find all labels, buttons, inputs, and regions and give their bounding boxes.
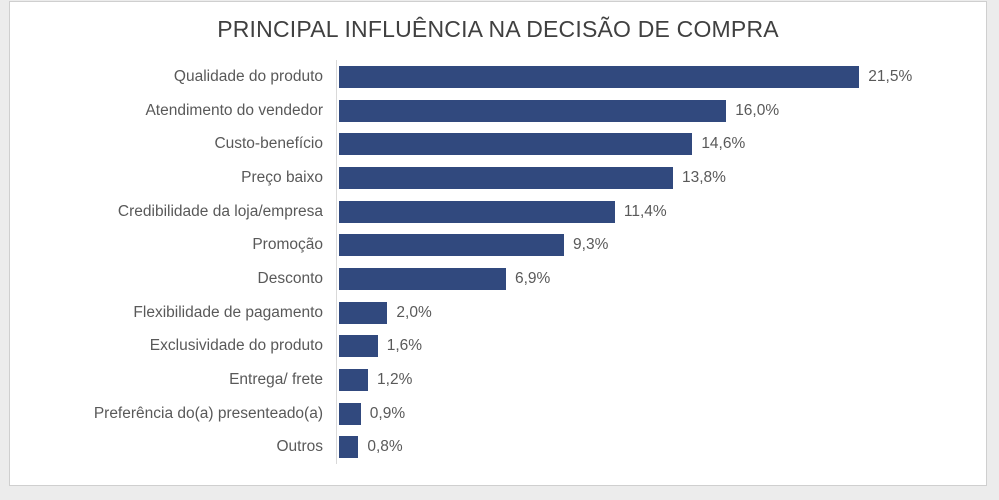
plot-area: 6,9% <box>336 262 976 296</box>
value-label: 13,8% <box>681 168 726 186</box>
value-label: 16,0% <box>735 101 780 119</box>
category-label: Desconto <box>257 269 323 287</box>
chart-panel: PRINCIPAL INFLUÊNCIA NA DECISÃO DE COMPR… <box>9 1 987 486</box>
category-label: Preferência do(a) presenteado(a) <box>93 404 323 422</box>
value-label: 14,6% <box>701 135 746 153</box>
bar <box>339 335 378 358</box>
plot-area: 9,3% <box>336 228 976 263</box>
value-label: 1,6% <box>386 337 423 355</box>
bar-row: Desconto 6,9% <box>10 262 976 296</box>
value-label: 11,4% <box>623 202 667 220</box>
category-label: Credibilidade da loja/empresa <box>117 202 323 220</box>
plot-area: 0,8% <box>336 430 976 465</box>
category-label: Entrega/ frete <box>229 371 323 389</box>
bar-row: Exclusividade do produto 1,6% <box>10 329 976 364</box>
bar-row: Qualidade do produto 21,5% <box>10 60 976 94</box>
value-label: 9,3% <box>573 236 609 254</box>
value-label: 1,2% <box>377 371 413 389</box>
plot-area: 1,2% <box>336 363 976 397</box>
bar-row: Flexibilidade de pagamento 2,0% <box>10 295 976 330</box>
bar-row: Entrega/ frete 1,2% <box>10 363 976 397</box>
bar <box>339 301 388 324</box>
plot-area: 0,9% <box>336 396 976 431</box>
value-label: 0,9% <box>369 404 406 422</box>
bar <box>339 166 673 189</box>
bar <box>339 65 860 88</box>
plot-area: 1,6% <box>336 329 976 364</box>
bar <box>339 99 727 122</box>
value-label: 21,5% <box>868 67 913 85</box>
category-label: Promoção <box>252 236 323 254</box>
plot-area: 11,4% <box>336 194 976 229</box>
category-label: Preço baixo <box>241 168 323 186</box>
plot-area: 16,0% <box>336 93 976 128</box>
value-label: 2,0% <box>396 303 432 321</box>
bar-row: Credibilidade da loja/empresa 11,4% <box>10 194 976 229</box>
bar-row: Outros 0,8% <box>10 430 976 465</box>
bar <box>339 234 565 257</box>
bar-row: Preço baixo 13,8% <box>10 161 976 195</box>
category-label: Atendimento do vendedor <box>145 101 323 119</box>
bar <box>339 436 359 459</box>
bar-row: Custo-benefício 14,6% <box>10 127 976 162</box>
bar <box>339 402 361 425</box>
plot-area: 2,0% <box>336 295 976 330</box>
category-label: Outros <box>276 438 323 456</box>
plot-area: 13,8% <box>336 161 976 195</box>
plot-area: 14,6% <box>336 127 976 162</box>
bar-row: Preferência do(a) presenteado(a) 0,9% <box>10 396 976 431</box>
value-label: 0,8% <box>367 438 403 456</box>
category-label: Flexibilidade de pagamento <box>133 303 323 321</box>
bar-rows: Qualidade do produto 21,5% Atendimento do … <box>10 60 976 475</box>
category-label: Custo-benefício <box>214 135 323 153</box>
category-label: Exclusividade do produto <box>149 337 323 355</box>
bar-row: Atendimento do vendedor 16,0% <box>10 93 976 128</box>
bar <box>339 369 369 392</box>
bar <box>339 200 615 223</box>
chart-title: PRINCIPAL INFLUÊNCIA NA DECISÃO DE COMPR… <box>217 16 779 42</box>
plot-area: 21,5% <box>336 60 976 94</box>
bar-row: Promoção 9,3% <box>10 228 976 263</box>
bar <box>339 133 693 156</box>
bar <box>339 267 506 290</box>
value-label: 6,9% <box>514 269 551 287</box>
category-label: Qualidade do produto <box>173 67 323 85</box>
